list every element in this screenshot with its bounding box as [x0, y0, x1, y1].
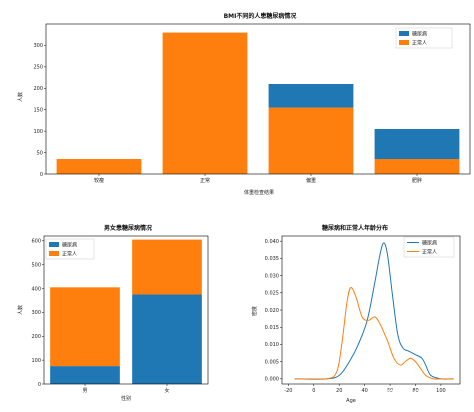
- bmi-bar-diabetic-2: [268, 84, 354, 108]
- gender-legend-swatch-normal: [49, 251, 59, 256]
- age-y-tick-label: 0.010: [265, 342, 279, 348]
- gender-chart-title: 男女患糖尿病情况: [104, 224, 152, 232]
- bmi-y-tick-label: 250: [33, 65, 43, 71]
- age-legend-label-normal: 正常人: [422, 249, 437, 256]
- gender-plot-area: 0 100 200 300 400 500 600 男 女: [31, 235, 209, 394]
- gender-x-tick-label: 男: [82, 388, 87, 394]
- bmi-bar-normal-3: [374, 159, 460, 174]
- gender-y-axis-label: 人数: [17, 305, 24, 315]
- age-x-tick-label: -20: [284, 388, 292, 394]
- age-y-tick-label: 0.015: [265, 325, 279, 331]
- bmi-chart: BMI不同的人患糖尿病情况 0 50 100 150 200 250 300 较瘦 正常 偏重 肥胖…: [17, 12, 471, 196]
- age-line-diabetic: [294, 242, 454, 380]
- age-chart-title: 糖尿病和正常人年龄分布: [322, 224, 388, 232]
- age-y-tick-label: 0.035: [265, 256, 279, 262]
- age-x-tick-label: 100: [436, 388, 446, 394]
- gender-y-tick-label: 600: [31, 239, 41, 245]
- age-line-normal: [294, 286, 454, 380]
- age-y-tick-label: 0.000: [265, 377, 279, 383]
- gender-y-tick-label: 400: [31, 286, 41, 292]
- bmi-y-tick-label: 300: [33, 43, 43, 49]
- gender-bar-normal-1: [132, 239, 202, 295]
- bmi-x-axis-label: 体重检查结果: [244, 189, 274, 196]
- gender-y-tick-label: 200: [31, 334, 41, 340]
- age-x-tick-label: 40: [361, 388, 367, 394]
- age-y-tick-label: 0.020: [265, 308, 279, 314]
- bmi-y-tick-label: 50: [37, 150, 43, 156]
- age-y-axis-label: 密度: [251, 306, 258, 316]
- gender-chart: 男女患糖尿病情况 0 100 200 300 400 500 600 男 女 人数 性别 糖尿病…: [17, 224, 209, 402]
- bmi-y-tick-label: 150: [33, 108, 43, 114]
- gender-y-tick-label: 0: [38, 382, 41, 388]
- bmi-legend-box: [395, 27, 453, 49]
- age-y-tick-label: 0.040: [265, 239, 279, 245]
- gender-axes-frame: [43, 235, 209, 385]
- bmi-y-tick-label: 0: [40, 172, 43, 178]
- gender-bar-diabetic-1: [132, 294, 202, 384]
- age-legend: 糖尿病 正常人: [403, 236, 455, 258]
- bmi-bar-diabetic-3: [374, 129, 460, 159]
- gender-legend: 糖尿病 正常人: [45, 238, 95, 260]
- gender-bar-normal-0: [50, 287, 120, 367]
- gender-y-tick-label: 300: [31, 310, 41, 316]
- gender-x-tick-label: 女: [164, 387, 169, 394]
- age-chart: 糖尿病和正常人年龄分布 0.0000.0050.0100.0150.0200.0…: [251, 224, 461, 404]
- bmi-y-tick-label: 100: [33, 129, 43, 135]
- bmi-axes-frame: [45, 23, 471, 175]
- gender-y-tick-label: 500: [31, 262, 41, 268]
- gender-x-axis-label: 性别: [121, 395, 131, 402]
- bmi-y-tick-label: 200: [33, 86, 43, 92]
- watermark: 知乎 @Dan学长: [386, 387, 467, 401]
- bmi-x-tick-label: 较瘦: [94, 177, 104, 184]
- gender-bar-diabetic-0: [50, 366, 120, 384]
- bmi-legend-swatch-normal: [399, 40, 409, 45]
- age-legend-label-diabetic: 糖尿病: [422, 240, 437, 247]
- bmi-chart-title: BMI不同的人患糖尿病情况: [224, 12, 297, 20]
- age-x-tick-label: 80: [412, 388, 418, 394]
- age-axes-frame: [281, 235, 461, 385]
- bmi-bar-normal-0: [56, 159, 142, 174]
- age-x-tick-label: 20: [336, 388, 342, 394]
- age-y-tick-label: 0.025: [265, 291, 279, 297]
- gender-legend-label-diabetic: 糖尿病: [62, 242, 77, 249]
- bmi-x-tick-label: 正常: [200, 177, 210, 184]
- bmi-plot-area: 0 50 100 150 200 250 300 较瘦 正常 偏重 肥胖: [33, 23, 471, 184]
- age-x-tick-label: 0: [312, 388, 315, 394]
- gender-legend-swatch-diabetic: [49, 242, 59, 247]
- bmi-x-tick-label: 偏重: [306, 177, 316, 184]
- bmi-legend: 糖尿病 正常人: [395, 27, 453, 49]
- age-x-axis-label: Age: [346, 398, 356, 404]
- age-x-tick-label: 60: [387, 388, 393, 394]
- bmi-y-axis-label: 人数: [17, 92, 24, 102]
- age-y-tick-label: 0.030: [265, 273, 279, 279]
- gender-y-tick-label: 100: [31, 358, 41, 364]
- gender-legend-label-normal: 正常人: [62, 251, 77, 258]
- bmi-legend-swatch-diabetic: [399, 31, 409, 36]
- bmi-bar-normal-1: [162, 32, 248, 175]
- age-y-tick-label: 0.005: [265, 359, 279, 365]
- age-plot-area: 0.000 0.005 0.010 0.015 0.020 0.025 0.030 0.035…: [265, 235, 461, 394]
- bmi-legend-label-normal: 正常人: [412, 40, 427, 47]
- bmi-legend-label-diabetic: 糖尿病: [412, 31, 427, 38]
- bmi-x-tick-label: 肥胖: [412, 177, 422, 184]
- bmi-bar-normal-2: [268, 107, 354, 174]
